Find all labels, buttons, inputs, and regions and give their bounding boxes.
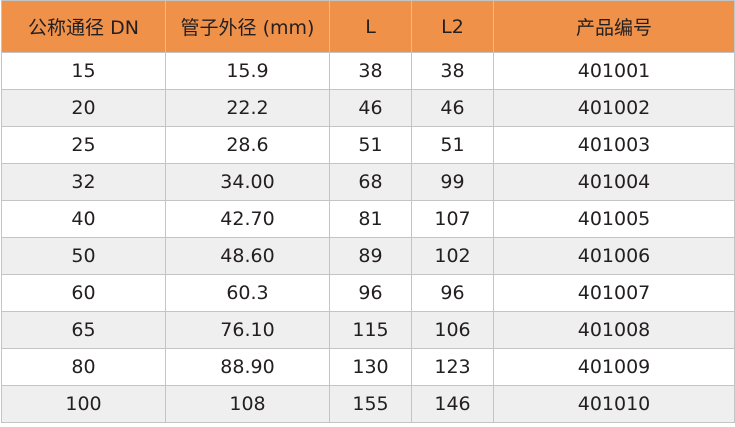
cell-product-code: 401004	[493, 163, 735, 201]
table-row: 25 28.6 51 51 401003	[1, 126, 735, 164]
cell-product-code: 401003	[493, 126, 735, 164]
table-row: 80 88.90 130 123 401009	[1, 348, 735, 386]
cell-l: 68	[329, 163, 412, 201]
cell-l2: 46	[411, 89, 494, 127]
table-row: 32 34.00 68 99 401004	[1, 163, 735, 201]
cell-l: 38	[329, 52, 412, 90]
cell-l2: 96	[411, 274, 494, 312]
cell-outer-diameter: 48.60	[165, 237, 330, 275]
header-product-code: 产品编号	[493, 0, 735, 53]
cell-l: 81	[329, 200, 412, 238]
cell-l2: 146	[411, 385, 494, 423]
table-row: 65 76.10 115 106 401008	[1, 311, 735, 349]
cell-dn: 20	[1, 89, 166, 127]
cell-l: 51	[329, 126, 412, 164]
cell-l: 89	[329, 237, 412, 275]
cell-dn: 50	[1, 237, 166, 275]
cell-outer-diameter: 34.00	[165, 163, 330, 201]
cell-l2: 123	[411, 348, 494, 386]
cell-outer-diameter: 60.3	[165, 274, 330, 312]
cell-l: 155	[329, 385, 412, 423]
cell-l2: 38	[411, 52, 494, 90]
cell-l: 115	[329, 311, 412, 349]
cell-product-code: 401005	[493, 200, 735, 238]
header-l: L	[329, 0, 412, 53]
table-row: 40 42.70 81 107 401005	[1, 200, 735, 238]
table-row: 50 48.60 89 102 401006	[1, 237, 735, 275]
cell-l: 130	[329, 348, 412, 386]
table-row: 20 22.2 46 46 401002	[1, 89, 735, 127]
cell-dn: 32	[1, 163, 166, 201]
header-row: 公称通径 DN 管子外径 (mm) L L2 产品编号	[1, 0, 735, 53]
cell-product-code: 401006	[493, 237, 735, 275]
table-row: 60 60.3 96 96 401007	[1, 274, 735, 312]
cell-outer-diameter: 42.70	[165, 200, 330, 238]
cell-outer-diameter: 76.10	[165, 311, 330, 349]
cell-dn: 40	[1, 200, 166, 238]
header-dn: 公称通径 DN	[1, 0, 166, 53]
cell-outer-diameter: 88.90	[165, 348, 330, 386]
cell-l: 46	[329, 89, 412, 127]
cell-outer-diameter: 28.6	[165, 126, 330, 164]
cell-l2: 107	[411, 200, 494, 238]
cell-product-code: 401001	[493, 52, 735, 90]
cell-l: 96	[329, 274, 412, 312]
cell-outer-diameter: 108	[165, 385, 330, 423]
cell-product-code: 401010	[493, 385, 735, 423]
cell-dn: 25	[1, 126, 166, 164]
cell-product-code: 401008	[493, 311, 735, 349]
cell-l2: 102	[411, 237, 494, 275]
cell-l2: 99	[411, 163, 494, 201]
table-row: 15 15.9 38 38 401001	[1, 52, 735, 90]
cell-dn: 100	[1, 385, 166, 423]
cell-outer-diameter: 15.9	[165, 52, 330, 90]
cell-dn: 65	[1, 311, 166, 349]
table-row: 100 108 155 146 401010	[1, 385, 735, 423]
cell-product-code: 401009	[493, 348, 735, 386]
cell-product-code: 401007	[493, 274, 735, 312]
cell-l2: 51	[411, 126, 494, 164]
header-outer-diameter: 管子外径 (mm)	[165, 0, 330, 53]
cell-l2: 106	[411, 311, 494, 349]
cell-dn: 80	[1, 348, 166, 386]
cell-product-code: 401002	[493, 89, 735, 127]
header-l2: L2	[411, 0, 494, 53]
cell-outer-diameter: 22.2	[165, 89, 330, 127]
cell-dn: 15	[1, 52, 166, 90]
cell-dn: 60	[1, 274, 166, 312]
